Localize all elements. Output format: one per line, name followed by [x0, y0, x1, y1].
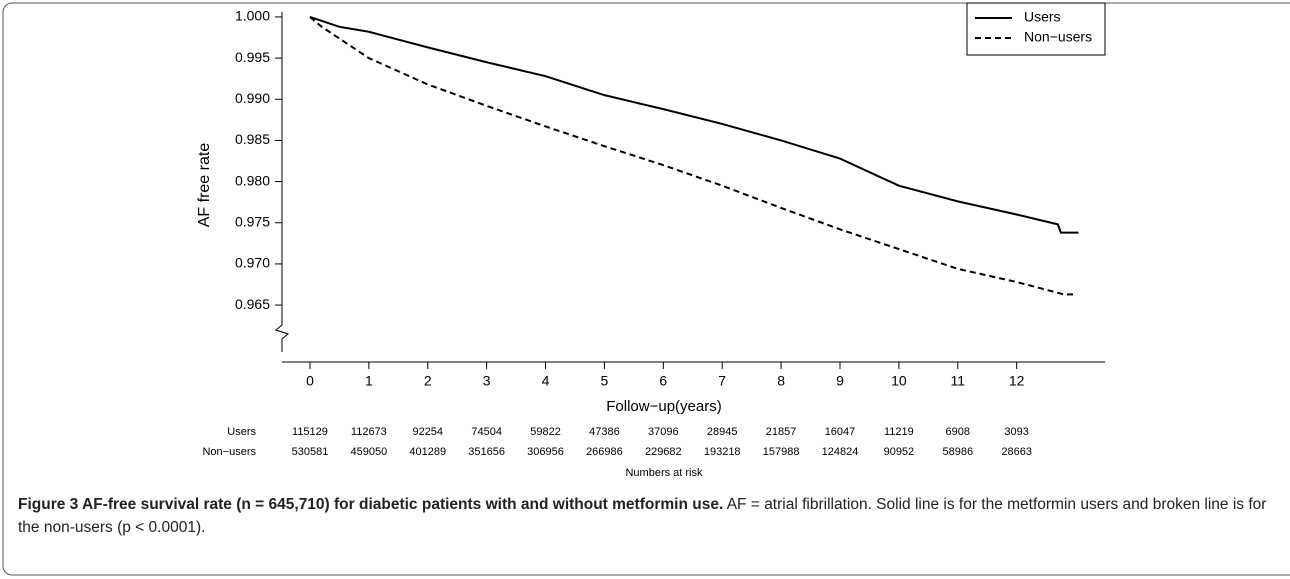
risk-value: 157988 [763, 446, 800, 458]
legend-label: Non−users [1024, 29, 1092, 45]
x-tick-label: 1 [365, 373, 373, 389]
risk-table-title: Numbers at risk [625, 467, 703, 479]
risk-value: 90952 [884, 446, 915, 458]
risk-value: 11219 [884, 426, 914, 438]
risk-row-label: Users [227, 426, 256, 438]
risk-value: 459050 [351, 446, 388, 458]
risk-value: 16047 [825, 426, 856, 438]
x-tick-label: 2 [424, 373, 432, 389]
x-tick-label: 4 [542, 373, 550, 389]
legend-box [966, 2, 1106, 56]
y-tick-label: 0.995 [235, 49, 270, 65]
y-tick-label: 0.970 [235, 255, 270, 271]
x-tick-label: 5 [601, 373, 609, 389]
risk-value: 59822 [530, 426, 561, 438]
risk-value: 58986 [942, 446, 973, 458]
risk-value: 92254 [412, 426, 443, 438]
risk-value: 306956 [527, 446, 564, 458]
series-line [309, 15, 1079, 234]
risk-value: 115129 [292, 426, 328, 438]
caption-title: Figure 3 AF-free survival rate (n = 645,… [18, 496, 724, 513]
risk-value: 74504 [471, 426, 502, 438]
x-tick-label: 0 [306, 373, 314, 389]
risk-value: 112673 [351, 426, 387, 438]
risk-value: 21857 [766, 426, 797, 438]
risk-value: 47386 [589, 426, 620, 438]
risk-value: 28945 [707, 426, 738, 438]
risk-value: 530581 [292, 446, 329, 458]
y-tick-label: 1.000 [235, 8, 270, 24]
y-tick-label: 0.975 [235, 213, 270, 229]
risk-value: 28663 [1001, 446, 1032, 458]
x-tick-label: 12 [1009, 373, 1025, 389]
risk-value: 3093 [1004, 426, 1028, 438]
y-tick-label: 0.990 [235, 90, 270, 106]
x-tick-label: 11 [950, 373, 965, 389]
risk-row-label: Non−users [202, 446, 256, 458]
y-axis-label: AF free rate [196, 143, 213, 228]
series-line [309, 16, 1076, 296]
risk-value: 124824 [822, 446, 859, 458]
x-axis-label: Follow−up(years) [606, 398, 721, 415]
risk-value: 351656 [468, 446, 505, 458]
x-tick-label: 3 [483, 373, 491, 389]
risk-value: 266986 [586, 446, 623, 458]
caption: Figure 3 AF-free survival rate (n = 645,… [18, 493, 1273, 539]
risk-value: 229682 [645, 446, 682, 458]
x-tick-label: 6 [659, 373, 667, 389]
risk-value: 6908 [946, 426, 970, 438]
y-tick-label: 0.980 [235, 172, 270, 188]
risk-value: 37096 [648, 426, 679, 438]
risk-value: 401289 [409, 446, 446, 458]
x-tick-label: 7 [718, 373, 726, 389]
y-tick-label: 0.985 [235, 131, 270, 147]
y-tick-label: 0.965 [235, 296, 270, 312]
axis-break [274, 324, 290, 352]
risk-value: 193218 [704, 446, 741, 458]
x-tick-label: 9 [836, 373, 844, 389]
x-tick-label: 10 [891, 373, 907, 389]
legend-label: Users [1024, 9, 1061, 25]
caption-text: AF = atrial fibrillation. Solid line is … [18, 496, 1267, 536]
x-tick-label: 8 [777, 373, 785, 389]
